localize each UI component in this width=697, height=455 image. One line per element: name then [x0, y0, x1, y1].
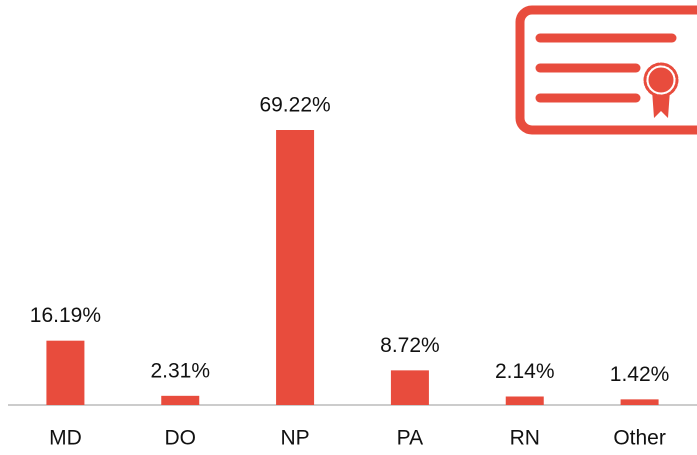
bar [620, 399, 659, 405]
data-label: 1.42% [610, 363, 670, 386]
bar [390, 370, 429, 405]
x-tick-label: PA [397, 427, 423, 450]
x-tick-label: DO [165, 427, 197, 450]
data-label: 69.22% [259, 94, 330, 117]
x-tick-label: NP [280, 427, 309, 450]
bar [505, 396, 544, 405]
bar [46, 340, 85, 405]
bar [276, 130, 315, 405]
certificate-icon [515, 5, 697, 135]
data-label: 16.19% [30, 304, 101, 327]
data-label: 2.31% [150, 359, 210, 382]
bar [161, 395, 200, 405]
data-label: 2.14% [495, 360, 555, 383]
data-label: 8.72% [380, 334, 440, 357]
x-tick-label: RN [510, 427, 540, 450]
x-tick-label: Other [613, 427, 666, 450]
x-tick-label: MD [49, 427, 82, 450]
